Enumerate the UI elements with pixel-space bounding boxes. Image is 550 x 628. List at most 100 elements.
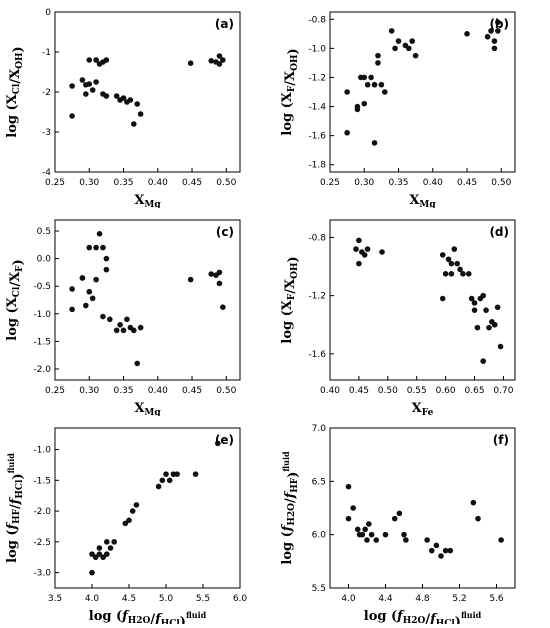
data-point: [495, 28, 501, 34]
y-tick-label: -2: [42, 88, 51, 98]
x-axis-title: XMg: [134, 401, 161, 416]
data-point: [353, 246, 359, 252]
data-point: [457, 266, 463, 273]
data-point: [356, 237, 362, 244]
plot-frame: [54, 427, 241, 589]
data-point: [375, 60, 381, 66]
x-tick-label: 0.45: [182, 178, 202, 188]
data-point: [371, 81, 378, 88]
panel-c: 0.25 0.30 0.35 0.40 0.45 0.50 0.5 0.0 -0.5 -1.0 -1…: [0, 208, 275, 418]
x-axis-title: XMg: [409, 193, 436, 208]
data-point: [354, 526, 361, 533]
data-point: [344, 89, 350, 95]
data-point: [395, 38, 402, 44]
data-point: [361, 100, 368, 107]
x-tick-label: 4.4: [378, 594, 393, 604]
data-point: [127, 97, 134, 103]
data-point: [486, 324, 492, 331]
data-point: [103, 93, 110, 99]
scatter-plot-a: 0.25 0.30 0.35 0.40 0.45 0.50 0 -1 -2 -3 -4 (a) XMg l…: [5, 8, 241, 210]
data-point: [69, 306, 75, 313]
data-point: [344, 129, 350, 136]
x-tick-label: 0.25: [45, 178, 65, 188]
data-point: [497, 343, 504, 350]
y-axis-title: log (XF/XOH): [280, 48, 301, 135]
x-tick-label: 0.60: [436, 386, 456, 396]
y-tick-label: 6.0: [312, 531, 327, 541]
data-point: [93, 244, 99, 251]
data-point: [117, 322, 123, 328]
data-point: [474, 324, 481, 331]
panel-d: 0.40 0.45 0.50 0.55 0.60 0.65 0.70 -0.8 -1.2 -1.6…: [275, 208, 550, 418]
data-point: [174, 471, 180, 477]
y-tick-label: -0.8: [308, 233, 326, 243]
data-point: [86, 57, 93, 63]
data-point: [364, 246, 371, 252]
data-point: [439, 295, 446, 302]
y-tick-label: -1.2: [308, 292, 326, 302]
data-point: [364, 537, 370, 543]
plot-frame: [329, 427, 516, 589]
plot-frame: [54, 219, 241, 381]
data-point: [433, 542, 440, 549]
data-point: [93, 79, 99, 85]
data-point: [86, 288, 93, 295]
data-point: [111, 539, 117, 545]
x-tick-label: 4.0: [85, 594, 100, 604]
y-tick-label: -1.6: [308, 132, 326, 142]
panel-label: (b): [489, 17, 509, 31]
x-tick-label: 0.30: [79, 386, 99, 396]
y-tick-label: -2.0: [33, 365, 51, 375]
y-tick-label: 0.0: [37, 255, 52, 265]
y-tick-label: 0: [45, 8, 51, 18]
y-axis-title: log (XF/XOH): [280, 256, 301, 343]
y-tick-label: -2.0: [33, 507, 51, 517]
data-point: [159, 477, 166, 484]
x-tick-label: 0.40: [148, 386, 168, 396]
data-point: [208, 271, 215, 277]
data-point: [96, 230, 103, 237]
data-point: [361, 252, 368, 258]
y-tick-label: -2.5: [33, 538, 51, 548]
x-tick-label: 5.0: [159, 594, 174, 604]
data-point: [471, 307, 478, 313]
data-point: [491, 38, 498, 44]
data-point: [379, 249, 385, 255]
data-point: [448, 271, 455, 277]
data-point: [216, 61, 223, 67]
x-tick-label: 0.30: [79, 178, 99, 188]
y-tick-label: -1.8: [308, 161, 326, 171]
data-point: [354, 103, 361, 110]
data-point: [130, 121, 137, 127]
data-point: [483, 307, 489, 313]
data-point: [366, 521, 372, 527]
data-point: [187, 276, 194, 283]
x-tick-label: 0.35: [113, 178, 133, 188]
data-point: [361, 74, 368, 81]
data-point: [448, 260, 455, 267]
data-point: [412, 52, 419, 59]
data-point: [356, 260, 362, 267]
data-point: [498, 537, 504, 543]
panel-b: 0.25 0.30 0.35 0.40 0.45 0.50 -0.8 -1.0 -1.2 -1.4…: [275, 0, 550, 210]
y-tick-label: -1.6: [308, 350, 326, 360]
y-tick-label: -1.5: [33, 476, 51, 486]
x-tick-label: 0.35: [388, 178, 408, 188]
plot-frame: [329, 219, 516, 381]
y-tick-label: -1.0: [33, 446, 51, 456]
data-point: [220, 57, 226, 63]
y-tick-label: -1.5: [33, 337, 51, 347]
data-point: [103, 266, 110, 273]
y-tick-label: -4: [42, 168, 51, 178]
y-tick-label: -1: [42, 48, 51, 58]
data-point: [93, 57, 99, 63]
data-point: [83, 302, 89, 309]
scatter-plot-b: 0.25 0.30 0.35 0.40 0.45 0.50 -0.8 -1.0 -1.2 -1.4…: [280, 11, 516, 210]
data-point: [86, 244, 93, 251]
data-point: [494, 304, 501, 311]
x-tick-label: 5.6: [489, 594, 504, 604]
data-point: [345, 515, 352, 522]
data-point: [368, 74, 374, 81]
x-tick-label: 0.50: [378, 386, 398, 396]
data-point: [350, 505, 356, 511]
